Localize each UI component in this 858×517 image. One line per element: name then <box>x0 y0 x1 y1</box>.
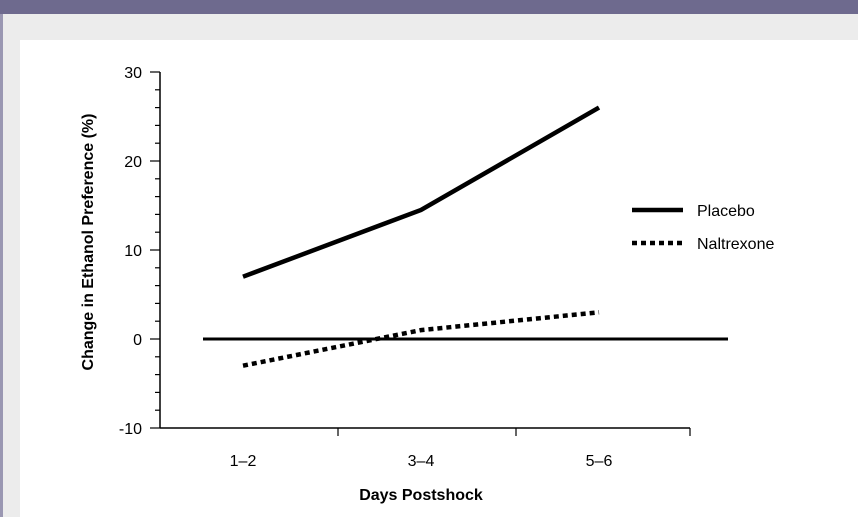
x-axis-title: Days Postshock <box>359 487 483 504</box>
y-tick-label: 30 <box>124 65 142 82</box>
legend-label-naltrexone: Naltrexone <box>697 236 774 253</box>
legend-label-placebo: Placebo <box>697 203 755 220</box>
window-left-border <box>0 14 3 517</box>
y-tick-label: 20 <box>124 154 142 171</box>
y-axis-title: Change in Ethanol Preference (%) <box>80 114 97 371</box>
window-top-bar <box>0 0 858 14</box>
y-tick-label: -10 <box>119 421 142 438</box>
x-tick-label: 3–4 <box>408 453 435 470</box>
y-tick-label: 10 <box>124 243 142 260</box>
x-tick-label: 5–6 <box>586 453 613 470</box>
x-tick-label: 1–2 <box>230 453 257 470</box>
y-tick-label: 0 <box>133 332 142 349</box>
series-line-placebo <box>242 105 601 279</box>
